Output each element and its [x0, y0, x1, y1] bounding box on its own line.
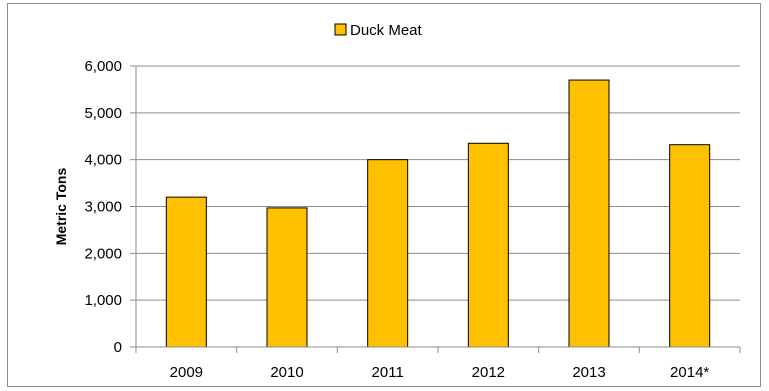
bar [165, 196, 207, 348]
bar [467, 142, 509, 348]
bar [568, 79, 610, 348]
x-tick-label: 2010 [270, 364, 303, 381]
bar [266, 207, 308, 348]
axes [130, 65, 741, 353]
legend: Duck Meat [334, 22, 423, 39]
y-tick-label: 5,000 [84, 105, 122, 122]
y-tick-labels: 0 1,000 2,000 3,000 4,000 5,000 6,000 [84, 58, 122, 356]
y-tick-label: 0 [114, 339, 122, 356]
x-tick-labels: 2009 2010 2011 2012 2013 2014* [170, 364, 710, 381]
gridlines [136, 65, 740, 301]
y-tick-label: 2,000 [84, 245, 122, 262]
bars [165, 79, 711, 348]
legend-label: Duck Meat [350, 22, 423, 39]
x-tick-label: 2012 [472, 364, 505, 381]
x-tick-label: 2011 [372, 364, 404, 381]
x-tick-label: 2009 [170, 364, 203, 381]
y-tick-label: 1,000 [84, 292, 122, 309]
bar [669, 144, 711, 348]
y-tick-label: 4,000 [84, 152, 122, 169]
x-tick-label: 2013 [572, 364, 605, 381]
legend-swatch [334, 23, 347, 36]
y-axis-title: Metric Tons [53, 168, 69, 246]
y-tick-label: 6,000 [84, 58, 122, 75]
x-tick-label: 2014* [670, 364, 709, 381]
y-tick-label: 3,000 [84, 199, 122, 216]
bar [367, 159, 409, 348]
